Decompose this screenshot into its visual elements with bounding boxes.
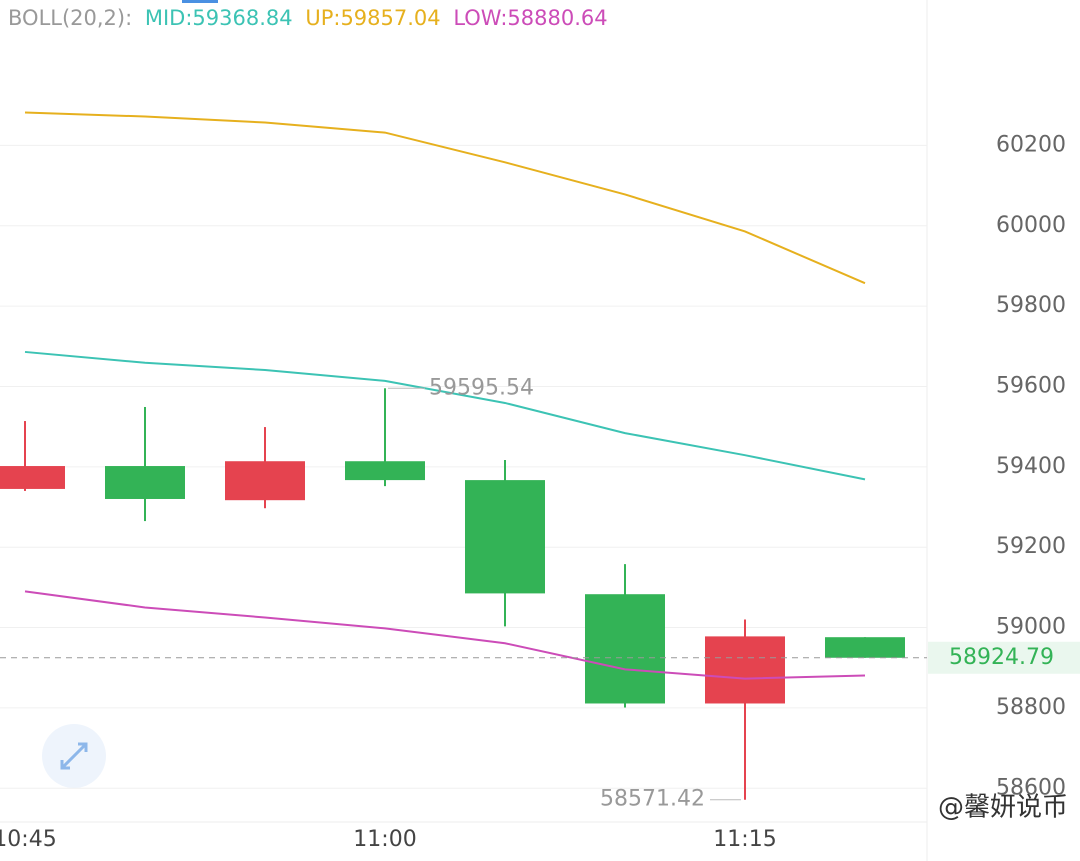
top-tab: [182, 0, 218, 3]
y-tick-label: 58800: [996, 695, 1066, 720]
candle-body: [0, 466, 65, 489]
candle-body: [585, 594, 665, 704]
y-tick-label: 58600: [996, 775, 1066, 800]
legend: BOLL(20,2): MID:59368.84 UP:59857.04 LOW…: [8, 6, 608, 30]
x-tick-label: 10:45: [0, 827, 57, 852]
y-tick-label: 59800: [996, 293, 1066, 318]
low-label: 58571.42: [600, 787, 705, 812]
last-price-box: [928, 641, 1080, 674]
y-tick-label: 60000: [996, 213, 1066, 238]
candle-body: [465, 480, 545, 594]
last-price-label: 58924.79: [949, 645, 1054, 670]
y-tick-label: 59200: [996, 534, 1066, 559]
candle-body: [225, 461, 305, 501]
legend-entry: UP:59857.04: [305, 6, 440, 30]
y-tick-label: 59400: [996, 454, 1066, 479]
legend-entry: LOW:58880.64: [453, 6, 607, 30]
x-tick-label: 11:15: [713, 827, 776, 852]
candle-body: [825, 637, 905, 658]
boll-line: [24, 590, 866, 680]
high-label: 59595.54: [429, 375, 534, 400]
legend-entry: MID:59368.84: [145, 6, 293, 30]
y-tick-label: 60200: [996, 132, 1066, 157]
watermark: @馨妍说币: [938, 793, 1068, 823]
candle-body: [705, 636, 785, 704]
x-tick-label: 11:00: [353, 827, 416, 852]
indicator: BOLL(20,2):: [8, 6, 132, 30]
y-tick-label: 59600: [996, 373, 1066, 398]
boll-line: [24, 350, 866, 481]
boll-line: [24, 111, 866, 285]
expand-button[interactable]: [42, 724, 106, 788]
candle-body: [345, 461, 425, 481]
y-tick-label: 59000: [996, 615, 1066, 640]
candle-body: [105, 466, 185, 499]
